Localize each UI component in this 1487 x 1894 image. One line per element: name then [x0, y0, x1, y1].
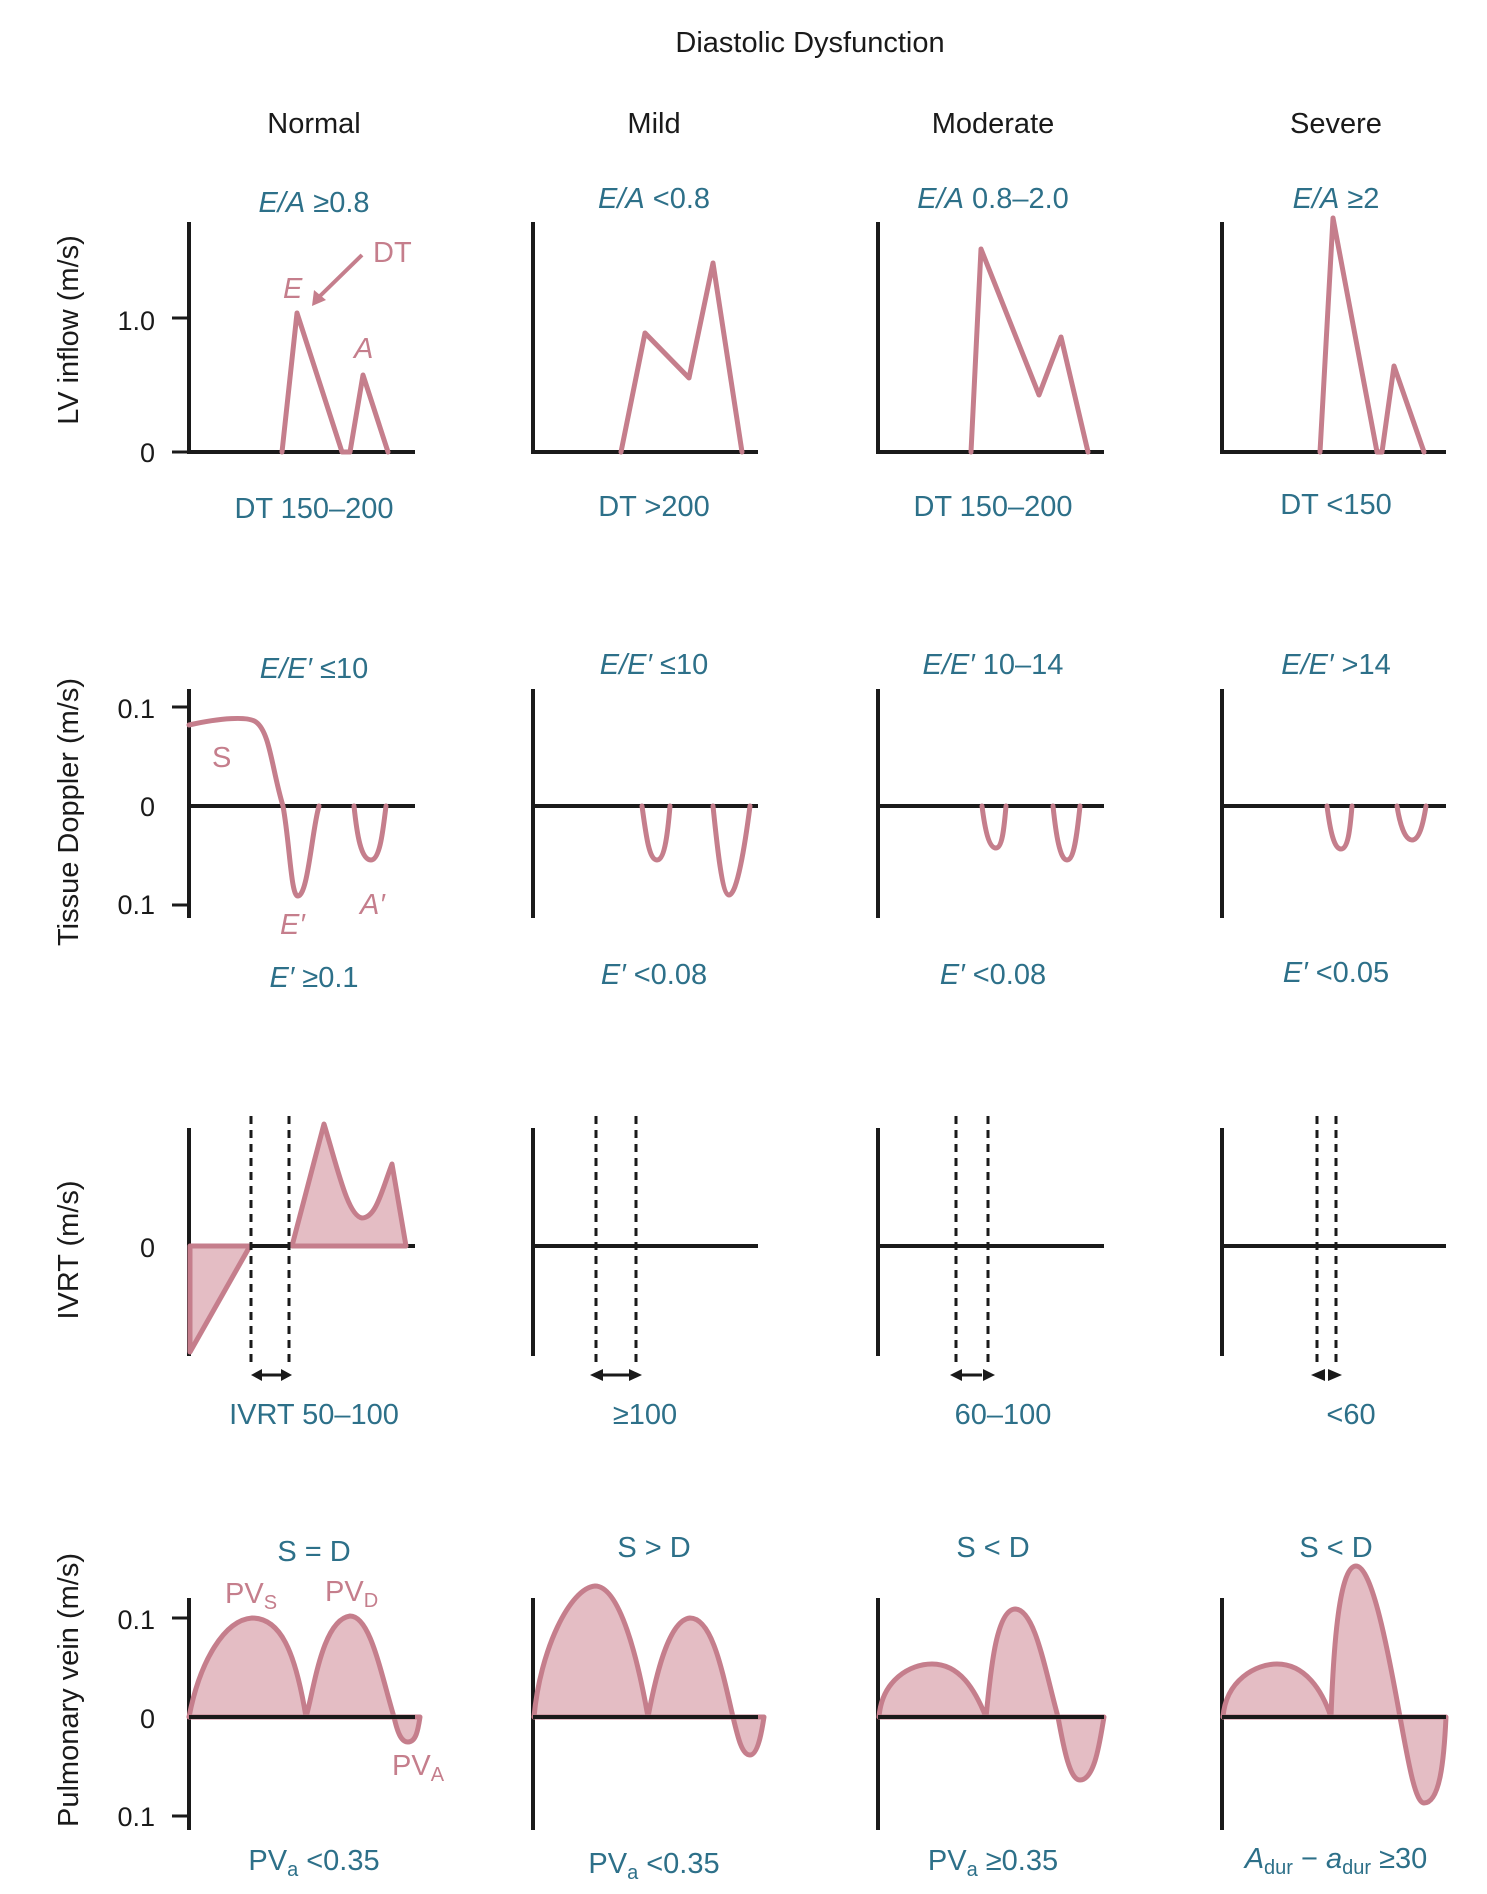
column-header-severe: Severe	[1290, 108, 1382, 140]
td-ratio-mild: E/E′ ≤10	[600, 649, 708, 681]
pv-fill-mild-neg	[730, 1714, 767, 1758]
td-eprime-moderate: E′ <0.08	[940, 959, 1046, 991]
ivrt-arrowhead-right-mild	[629, 1369, 642, 1381]
lv-dt-normal: DT 150–200	[234, 493, 393, 525]
lv-ea-severe: E/A ≥2	[1293, 183, 1380, 215]
pv-fill-severe-neg	[1397, 1714, 1449, 1806]
lv-axes-moderate	[876, 222, 1104, 454]
lv-ea-normal: E/A ≥0.8	[258, 187, 369, 219]
pv-fill-normal-neg	[391, 1714, 423, 1745]
ivrt-value-mild: ≥100	[613, 1399, 677, 1431]
td-curve-mild	[639, 803, 753, 898]
lv-a-label: A	[352, 333, 373, 365]
td-curve-severe	[1324, 803, 1429, 852]
lv-curve-mild	[618, 260, 745, 455]
ivrt-arrowhead-left-normal	[251, 1369, 262, 1381]
row-label-pulmonary-vein: Pulmonary vein (m/s)	[53, 1553, 85, 1827]
column-header-moderate: Moderate	[932, 108, 1055, 140]
pulmonary-vein-row: 0.1 0 0.1 PVS PVD PVA S = D S > D S < D …	[117, 1532, 1449, 1884]
ivrt-tick-zero: 0	[140, 1233, 155, 1263]
dt-arrow-line	[318, 253, 364, 298]
td-tick-bottom: 0.1	[117, 890, 155, 920]
td-tick-top: 0.1	[117, 694, 155, 724]
row-label-tissue-doppler: Tissue Doppler (m/s)	[53, 678, 85, 946]
lv-curve-normal	[279, 310, 391, 455]
td-tick-zero: 0	[140, 792, 155, 822]
lv-dt-mild: DT >200	[598, 491, 710, 523]
pv-tick-zero: 0	[140, 1704, 155, 1734]
column-header-normal: Normal	[267, 108, 360, 140]
lv-e-label: E	[283, 273, 303, 305]
td-curve-moderate	[979, 803, 1083, 863]
ivrt-value-normal: IVRT 50–100	[229, 1399, 399, 1431]
lv-dt-label: DT	[373, 237, 412, 269]
pv-footer-mild: PVa <0.35	[588, 1848, 719, 1884]
lv-dt-severe: DT <150	[1280, 489, 1392, 521]
lv-curve-severe	[1317, 215, 1427, 455]
lv-axes-mild	[531, 222, 758, 454]
td-ratio-severe: E/E′ >14	[1281, 649, 1390, 681]
ivrt-arrowhead-left-severe	[1311, 1369, 1325, 1381]
pv-relation-normal: S = D	[277, 1536, 350, 1568]
td-ratio-normal: E/E′ ≤10	[260, 653, 368, 685]
pv-footer-moderate: PVa ≥0.35	[928, 1845, 1058, 1881]
pv-relation-severe: S < D	[1299, 1532, 1372, 1564]
row-label-ivrt: IVRT (m/s)	[53, 1180, 85, 1319]
td-eprime-normal: E′ ≥0.1	[269, 962, 358, 994]
pv-fill-normal	[186, 1613, 397, 1720]
lv-ea-moderate: E/A 0.8–2.0	[917, 183, 1069, 215]
ivrt-fill-post	[289, 1121, 409, 1249]
pv-pvs-label: PVS	[225, 1578, 277, 1614]
pv-fill-moderate	[876, 1606, 1061, 1720]
td-eprime-mild: E′ <0.08	[601, 959, 707, 991]
dt-arrow-head	[312, 290, 326, 306]
figure-title: Diastolic Dysfunction	[675, 27, 944, 59]
pv-tick-top: 0.1	[117, 1605, 155, 1635]
lv-curve-moderate	[968, 246, 1091, 455]
pv-pva-label: PVA	[392, 1750, 445, 1786]
lv-axes-severe	[1220, 222, 1446, 454]
lv-ea-mild: E/A <0.8	[598, 183, 710, 215]
td-s-label: S	[212, 742, 231, 774]
lv-tick-1: 1.0	[117, 306, 155, 336]
ivrt-arrowhead-left-moderate	[950, 1369, 962, 1381]
ivrt-arrowhead-right-severe	[1328, 1369, 1342, 1381]
ivrt-value-moderate: 60–100	[955, 1399, 1052, 1431]
pv-fill-severe	[1220, 1563, 1403, 1720]
lv-dt-moderate: DT 150–200	[913, 491, 1072, 523]
column-header-mild: Mild	[627, 108, 680, 140]
lv-tick-0: 0	[140, 438, 155, 468]
pv-footer-normal: PVa <0.35	[248, 1845, 379, 1881]
pv-fill-moderate-neg	[1055, 1714, 1107, 1783]
ivrt-row: 0 IVRT 50–100 ≥10	[140, 1116, 1446, 1431]
td-aprime-label: A′	[358, 889, 386, 921]
pv-tick-bottom: 0.1	[117, 1802, 155, 1832]
ivrt-arrowhead-right-normal	[281, 1369, 292, 1381]
pv-fill-mild	[531, 1583, 736, 1720]
td-eprime-severe: E′ <0.05	[1283, 957, 1389, 989]
tissue-doppler-row: 0.1 0 0.1 S E′ A′ E/E′ ≤10 E/E′ ≤10 E/E′…	[117, 649, 1446, 994]
pv-footer-severe: Adur − adur ≥30	[1243, 1843, 1428, 1879]
td-curve-normal	[186, 715, 389, 899]
pv-relation-mild: S > D	[617, 1532, 690, 1564]
pv-pvd-label: PVD	[325, 1576, 378, 1612]
pv-relation-moderate: S < D	[956, 1532, 1029, 1564]
ivrt-arrowhead-right-moderate	[983, 1369, 995, 1381]
ivrt-fill-pre	[187, 1243, 253, 1355]
ivrt-arrowhead-left-mild	[590, 1369, 603, 1381]
td-ratio-moderate: E/E′ 10–14	[923, 649, 1064, 681]
lv-inflow-row: 1.0 0 E A DT E/A ≥0.8 E/A <0.8 E/A 0.8–2…	[117, 183, 1446, 525]
row-label-lv-inflow: LV inflow (m/s)	[53, 235, 85, 425]
ivrt-value-severe: <60	[1326, 1399, 1375, 1431]
td-eprime-label: E′	[280, 909, 306, 941]
